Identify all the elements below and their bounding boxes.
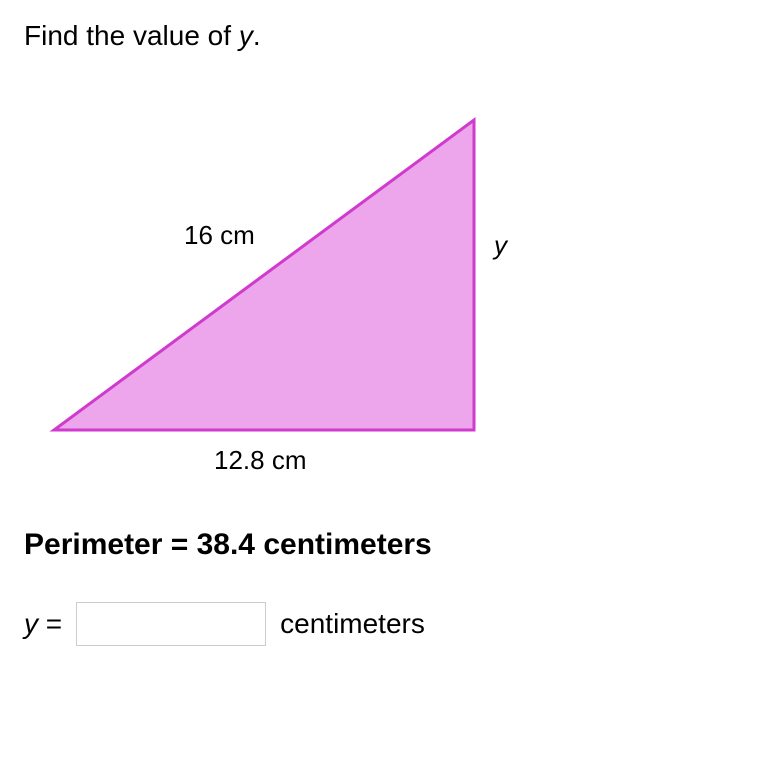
prompt-prefix: Find the value of [24,20,239,51]
answer-input[interactable] [76,602,266,646]
answer-equals: = [38,608,62,639]
prompt-variable: y [239,20,253,51]
answer-row: y = centimeters [24,602,742,646]
side-label-bottom: 12.8 cm [214,445,307,476]
triangle-svg [24,100,584,480]
side-label-hypotenuse: 16 cm [184,220,255,251]
question-prompt: Find the value of y. [24,20,742,52]
answer-variable: y [24,608,38,639]
triangle-shape [54,120,474,430]
prompt-suffix: . [253,20,261,51]
side-label-y: y [494,230,507,261]
triangle-diagram: 16 cm y 12.8 cm [24,100,584,480]
perimeter-statement: Perimeter = 38.4 centimeters [24,528,742,562]
answer-unit: centimeters [280,608,425,640]
